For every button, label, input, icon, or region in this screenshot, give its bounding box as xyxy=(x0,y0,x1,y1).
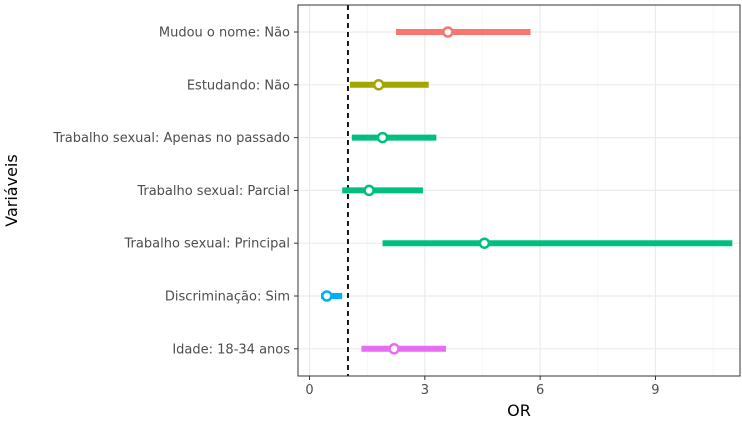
y-tick-label: Mudou o nome: Não xyxy=(159,26,290,41)
y-tick-label: Trabalho sexual: Apenas no passado xyxy=(52,131,290,146)
x-tick-labels: 0 3 6 9 xyxy=(305,376,660,398)
y-tick-label: Estudando: Não xyxy=(187,78,290,93)
y-tick-label: Trabalho sexual: Principal xyxy=(124,237,290,252)
point-estimate xyxy=(376,131,389,144)
point-estimate xyxy=(321,290,333,302)
point-estimate xyxy=(372,79,385,91)
point-estimate xyxy=(478,237,491,249)
y-tick-label: Discriminação: Sim xyxy=(165,290,290,305)
x-tick-label: 3 xyxy=(421,383,429,398)
y-tick-labels: Mudou o nome: Não Estudando: Não Trabalho … xyxy=(52,26,298,357)
marks xyxy=(321,26,733,355)
x-tick-label: 0 xyxy=(305,383,313,398)
y-axis-title: Variáveis xyxy=(2,154,21,226)
y-tick-label: Idade: 18-34 anos xyxy=(172,342,290,357)
y-tick-label: Trabalho sexual: Parcial xyxy=(136,184,290,199)
point-estimate xyxy=(388,343,400,355)
x-tick-label: 6 xyxy=(536,383,544,398)
x-tick-label: 9 xyxy=(651,383,659,398)
point-estimate xyxy=(363,184,375,197)
x-axis-title: OR xyxy=(507,401,531,420)
point-estimate xyxy=(442,26,454,38)
